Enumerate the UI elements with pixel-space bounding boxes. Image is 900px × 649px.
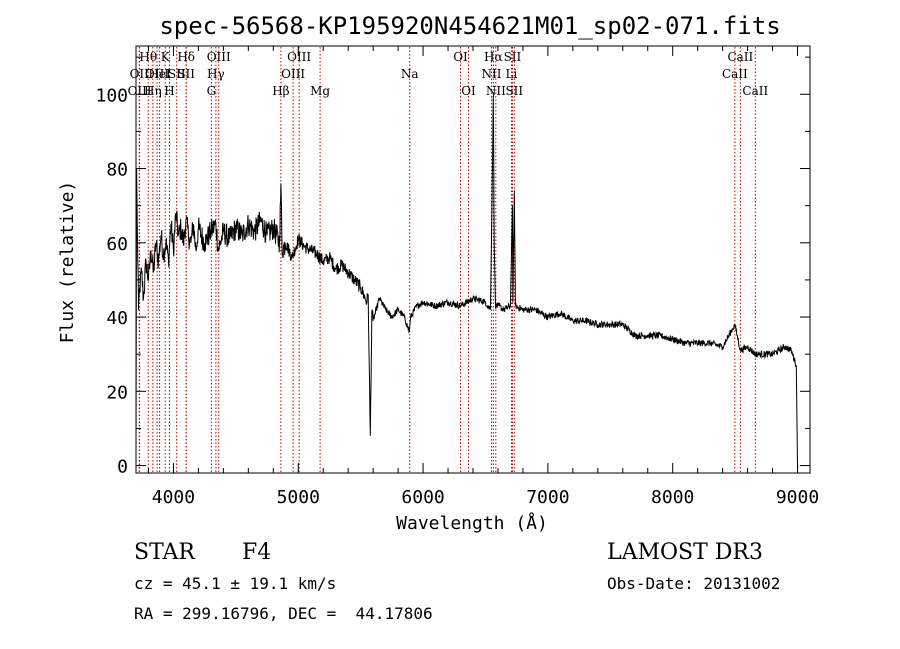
line-label-0: OII (130, 67, 150, 81)
chart-title: spec-56568-KP195920N454621M01_sp02-071.f… (159, 12, 780, 40)
line-label-25: SII (504, 50, 522, 64)
line-label-9: Hδ (177, 50, 195, 64)
line-label-18: Na (401, 67, 419, 81)
line-label-6: K (161, 50, 171, 64)
line-label-23: NII (486, 84, 506, 98)
y-tick-label-0: 0 (117, 457, 128, 478)
x-tick-label-2: 6000 (401, 487, 444, 508)
line-label-8: SII (168, 67, 186, 81)
line-label-28: CaII (727, 50, 753, 64)
spectrum-line (135, 94, 799, 469)
y-tick-label-1: 20 (106, 382, 128, 403)
survey-label: LAMOST DR3 (607, 540, 763, 565)
x-tick-label-3: 7000 (526, 487, 569, 508)
line-label-24: Li (506, 67, 518, 81)
x-axis-label: Wavelength (Å) (396, 512, 548, 534)
x-tick-label-0: 4000 (152, 487, 195, 508)
line-label-5: HeI (148, 67, 171, 81)
line-label-12: Hγ (207, 67, 225, 81)
line-labels: OIIOIIIHθHηOIIIHeIKHSIIHδSIIGHγOIIIHβOII… (128, 50, 769, 98)
line-markers (138, 47, 756, 472)
x-axis: 4000 5000 6000 7000 8000 9000 (147, 46, 819, 508)
y-tick-label-5: 100 (95, 85, 128, 106)
line-label-29: CaII (742, 84, 768, 98)
coords-text: RA = 299.16796, DEC = 44.17806 (134, 604, 433, 623)
line-label-20: OI (461, 84, 476, 98)
line-label-7: H (164, 84, 174, 98)
x-tick-label-4: 8000 (651, 487, 694, 508)
line-label-2: Hθ (139, 50, 157, 64)
line-label-17: Mg (310, 84, 330, 98)
subclass-label: F4 (242, 540, 272, 565)
line-label-3: Hη (144, 84, 162, 98)
y-tick-label-4: 80 (106, 160, 128, 181)
line-label-26: SII (505, 84, 523, 98)
y-axis: 0 20 40 60 80 100 (95, 56, 810, 478)
line-label-27: CaII (722, 67, 748, 81)
line-label-22: Hα (484, 50, 503, 64)
line-label-10: SII (177, 67, 195, 81)
redshift-text: cz = 45.1 ± 19.1 km/s (134, 574, 337, 593)
obs-date-text: Obs-Date: 20131002 (607, 574, 781, 593)
y-tick-label-3: 60 (106, 234, 128, 255)
line-label-14: Hβ (272, 84, 289, 98)
line-label-19: OI (453, 50, 468, 64)
x-tick-label-5: 9000 (776, 487, 819, 508)
line-label-13: OIII (207, 50, 231, 64)
x-tick-label-1: 5000 (277, 487, 320, 508)
y-axis-label: Flux (relative) (57, 181, 78, 344)
plot-frame (135, 45, 811, 474)
line-label-16: OIII (287, 50, 311, 64)
class-label: STAR (134, 540, 195, 565)
line-label-15: OIII (281, 67, 305, 81)
line-label-11: G (207, 84, 217, 98)
line-label-21: NII (481, 67, 501, 81)
y-tick-label-2: 40 (106, 308, 128, 329)
line-label-4: OIII (145, 67, 169, 81)
